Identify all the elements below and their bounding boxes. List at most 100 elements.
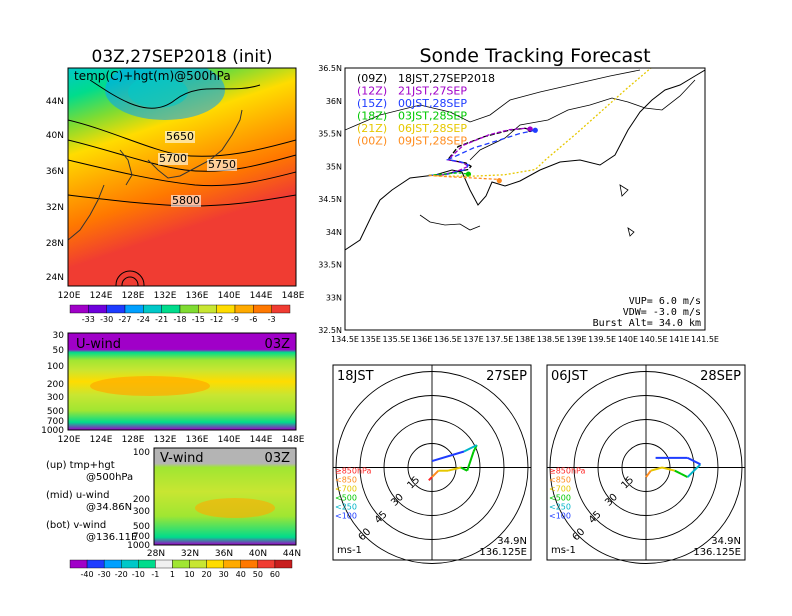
temp-colorbar-tick: -30 (100, 315, 113, 324)
map-lon-tick: 140.5E (640, 335, 668, 344)
cold-core-inner (128, 76, 188, 108)
temp-colorbar-segment (253, 304, 272, 314)
u-y-tick: 700 (47, 417, 64, 427)
temp-colorbar-segment (198, 304, 217, 314)
legend-time: 09JST,28SEP (398, 135, 467, 148)
hodograph-trace-segment (650, 466, 663, 472)
hodograph-legend-item: <250 (549, 503, 571, 512)
map-lon-tick: 137E (463, 335, 483, 344)
description-sub: @136.11E (86, 532, 137, 543)
map-lon-tick: 138E (515, 335, 535, 344)
wind-colorbar-tick: 10 (184, 570, 194, 579)
v-y-tick: 100 (133, 448, 150, 458)
track-endpoint-2 (532, 127, 538, 133)
wind-colorbar-segment (240, 559, 259, 569)
hodograph-legend-item: ≥850hPa (549, 467, 586, 476)
contour-label-bg (171, 195, 201, 207)
hodograph-unit: ms-1 (337, 545, 362, 556)
map-lon-tick: 136E (412, 335, 432, 344)
legend-run: (15Z) (357, 97, 387, 110)
temp-lat-tick: 24N (46, 273, 64, 283)
hodograph-time: 06JST (551, 369, 588, 384)
temp-colorbar-segment (106, 304, 126, 314)
legend-run: (18Z) (357, 110, 387, 123)
map-lat-tick: 34.5N (318, 195, 342, 204)
wind-colorbar-tick: 30 (219, 570, 229, 579)
legend-run: (12Z) (357, 85, 387, 98)
map-lon-tick: 134.5E (331, 335, 359, 344)
track-param: Burst Alt= 34.0 km (593, 318, 701, 329)
map-lon-tick: 139.5E (588, 335, 616, 344)
hodograph-legend-item: <700 (549, 485, 571, 494)
temp-colorbar-tick: -18 (173, 315, 186, 324)
korea-coast (119, 149, 133, 186)
contour-label-bg (165, 131, 195, 143)
hodograph-legend-item: <850 (335, 476, 357, 485)
v-x-tick: 32N (181, 549, 199, 559)
temp-colorbar-segment (271, 304, 291, 314)
map-lat-tick: 35.5N (318, 130, 342, 139)
u-wind-label: U-wind (76, 337, 121, 352)
legend-time: 03JST,28SEP (398, 110, 467, 123)
temp-lat-tick: 28N (46, 239, 64, 249)
contour-label-bg (207, 159, 237, 171)
temp-colorbar-tick: -3 (268, 315, 276, 324)
japan-coast (147, 109, 243, 179)
hodograph-legend-item: ≥850hPa (335, 467, 372, 476)
wind-colorbar-segment (257, 559, 276, 569)
wind-colorbar-segment (155, 559, 173, 569)
wind-colorbar-segment (138, 559, 156, 569)
hodograph-legend-item: <500 (335, 494, 357, 503)
temp-colorbar-tick: -27 (118, 315, 131, 324)
contour-label: 5650 (166, 130, 194, 143)
track-param: VDW= -3.0 m/s (623, 307, 701, 318)
temp-lon-tick: 136E (186, 291, 209, 301)
hodograph-trace-segment (431, 450, 465, 463)
tracking-map-bg (345, 68, 705, 330)
temp-lat-tick: 40N (46, 131, 64, 141)
hodograph-trace-segment (680, 473, 689, 478)
temp-colorbar-tick: -15 (192, 315, 205, 324)
wind-colorbar: -40 -30 -20 -10 -1 1 10 20 30 40 50 60 (69, 559, 293, 579)
map-lon-tick: 135.5E (382, 335, 410, 344)
v-y-tick: 300 (133, 507, 150, 517)
track-series-2 (428, 129, 536, 177)
temp-colorbar-tick: -6 (249, 315, 257, 324)
wind-colorbar-segment (206, 559, 224, 569)
wind-colorbar-segment (121, 559, 139, 569)
tracking-map-panel: (09Z) 18JST,27SEP2018 (12Z) 21JST,27SEP (15Z… (318, 64, 719, 344)
hodograph-trace-segment (686, 469, 695, 478)
u-y-tick: 30 (53, 331, 65, 341)
v-x-tick: 36N (215, 549, 233, 559)
map-lon-tick: 141.5E (691, 335, 719, 344)
map-lat-tick: 35N (326, 162, 342, 171)
wind-colorbar-tick: -20 (115, 570, 128, 579)
v-wind-frame (153, 447, 297, 546)
wind-colorbar-tick: 50 (253, 570, 263, 579)
hodograph-trace-segment (428, 476, 433, 482)
v-y-tick: 1000 (127, 541, 150, 551)
u-x-tick: 132E (154, 435, 177, 445)
hodograph-legend-item: <850 (549, 476, 571, 485)
legend-time: 06JST,28SEP (398, 122, 467, 135)
v-wind-time: 03Z (265, 451, 291, 466)
hodograph-trace-segment (645, 470, 652, 478)
wind-colorbar-tick: 1 (170, 570, 175, 579)
v-y-tick: 200 (133, 495, 150, 505)
hodograph-trace-segment (687, 457, 701, 466)
typhoon-contour-2 (121, 276, 139, 286)
temp-colorbar-tick: -24 (137, 315, 150, 324)
u-y-tick: 50 (53, 346, 65, 356)
temp-lon-tick: 144E (250, 291, 273, 301)
temp-lat-tick: 44N (46, 97, 64, 107)
map-lat-tick: 33N (326, 293, 342, 302)
hodograph-trace-segment (431, 469, 440, 478)
wind-colorbar-segment (189, 559, 207, 569)
hodograph-date: 27SEP (486, 369, 527, 384)
v-wind-field (154, 448, 296, 545)
contour-label: 5800 (172, 194, 200, 207)
temp-colorbar-tick: -33 (82, 315, 95, 324)
left-title: 03Z,27SEP2018 (init) (92, 47, 273, 67)
